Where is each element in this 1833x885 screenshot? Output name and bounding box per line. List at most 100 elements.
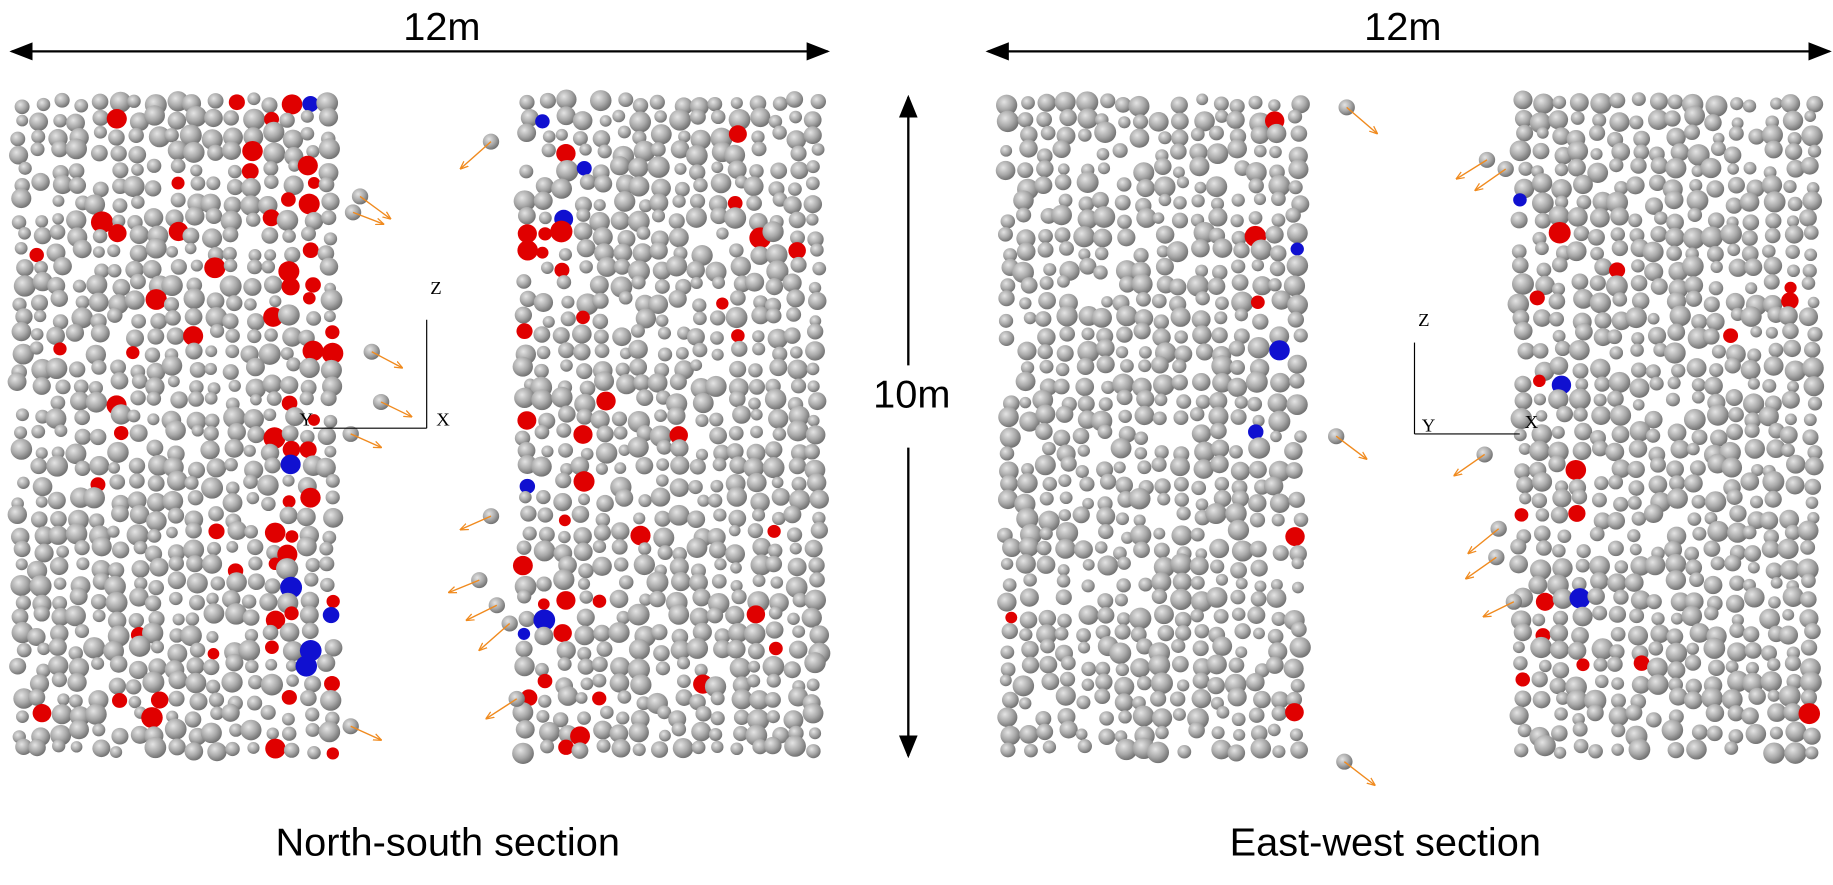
particle: [786, 289, 805, 308]
particle: [1265, 656, 1284, 674]
particle: [1058, 193, 1073, 208]
particle: [574, 196, 592, 214]
particle: [266, 391, 282, 406]
particle: [790, 256, 807, 273]
particle: [1572, 606, 1593, 627]
loose-particle: [471, 572, 488, 589]
particle: [613, 426, 628, 440]
particle: [162, 490, 184, 512]
particle: [592, 313, 609, 330]
particle: [1093, 206, 1116, 228]
particle: [708, 493, 723, 508]
particle: [678, 130, 691, 143]
particle: [1710, 260, 1723, 274]
particle: [713, 444, 731, 462]
particle: [224, 438, 244, 458]
particle: [997, 227, 1013, 242]
particle: [636, 226, 651, 240]
particle: [281, 94, 303, 115]
particle: [633, 374, 651, 391]
particle: [692, 392, 714, 414]
particle: [1785, 721, 1807, 743]
particle: [300, 591, 320, 610]
particle: [16, 259, 34, 277]
particle: [1081, 327, 1095, 341]
particle: [571, 324, 592, 344]
particle: [280, 454, 301, 475]
particle: [1035, 404, 1056, 424]
particle: [577, 646, 592, 661]
particle: [724, 144, 746, 166]
particle: [1023, 573, 1037, 587]
particle: [1647, 326, 1667, 345]
particle: [1667, 661, 1686, 679]
particle: [1245, 673, 1265, 692]
particle: [1072, 506, 1090, 524]
particle: [1670, 439, 1690, 459]
particle: [614, 191, 636, 212]
particle: [654, 110, 667, 123]
particle: [1777, 538, 1799, 560]
particle: [809, 572, 825, 588]
particle: [1192, 372, 1211, 391]
particle: [35, 447, 48, 460]
particle: [716, 227, 729, 240]
particle: [1727, 176, 1745, 194]
particle: [1078, 128, 1092, 142]
particle: [1759, 511, 1779, 530]
velocity-arrow: [1454, 453, 1486, 475]
particle: [1017, 472, 1038, 494]
particle: [617, 690, 632, 704]
particle: [1669, 305, 1691, 327]
particle: [649, 94, 665, 110]
particle: [771, 476, 784, 489]
particle: [1721, 689, 1743, 710]
particle: [537, 507, 554, 523]
particle: [1765, 562, 1783, 580]
particle: [1611, 459, 1631, 478]
particle: [609, 589, 629, 609]
particle: [260, 443, 280, 462]
particle: [124, 290, 145, 310]
particle: [1670, 612, 1684, 625]
particle: [1095, 624, 1111, 640]
particle: [707, 96, 723, 112]
particle: [168, 670, 188, 690]
particle: [613, 243, 633, 262]
particle: [1035, 710, 1052, 727]
particle: [10, 131, 26, 147]
particle: [616, 711, 630, 725]
particle: [1548, 110, 1569, 130]
particle: [765, 441, 783, 459]
particle: [1250, 591, 1267, 607]
particle: [1703, 540, 1721, 557]
particle: [1549, 356, 1569, 375]
particle: [512, 555, 533, 576]
particle: [1647, 657, 1668, 678]
particle: [144, 180, 162, 197]
particle: [281, 726, 297, 741]
particle: [205, 306, 228, 329]
particle: [265, 610, 286, 630]
particle: [517, 441, 536, 460]
particle: [1077, 395, 1095, 413]
particle: [104, 575, 126, 598]
particle: [705, 261, 727, 283]
particle: [1706, 312, 1725, 331]
particle: [1590, 92, 1612, 114]
particle: [286, 674, 299, 687]
particle: [1135, 291, 1151, 307]
particle: [226, 541, 239, 553]
particle: [1096, 355, 1115, 374]
particle: [1625, 307, 1647, 329]
particle: [1509, 140, 1531, 162]
particle: [541, 143, 556, 158]
particle: [728, 109, 751, 131]
particle: [319, 541, 334, 556]
particle: [1131, 273, 1153, 295]
particle: [247, 313, 265, 331]
particle: [1613, 496, 1629, 512]
particle: [12, 343, 34, 365]
particle: [1133, 514, 1146, 527]
